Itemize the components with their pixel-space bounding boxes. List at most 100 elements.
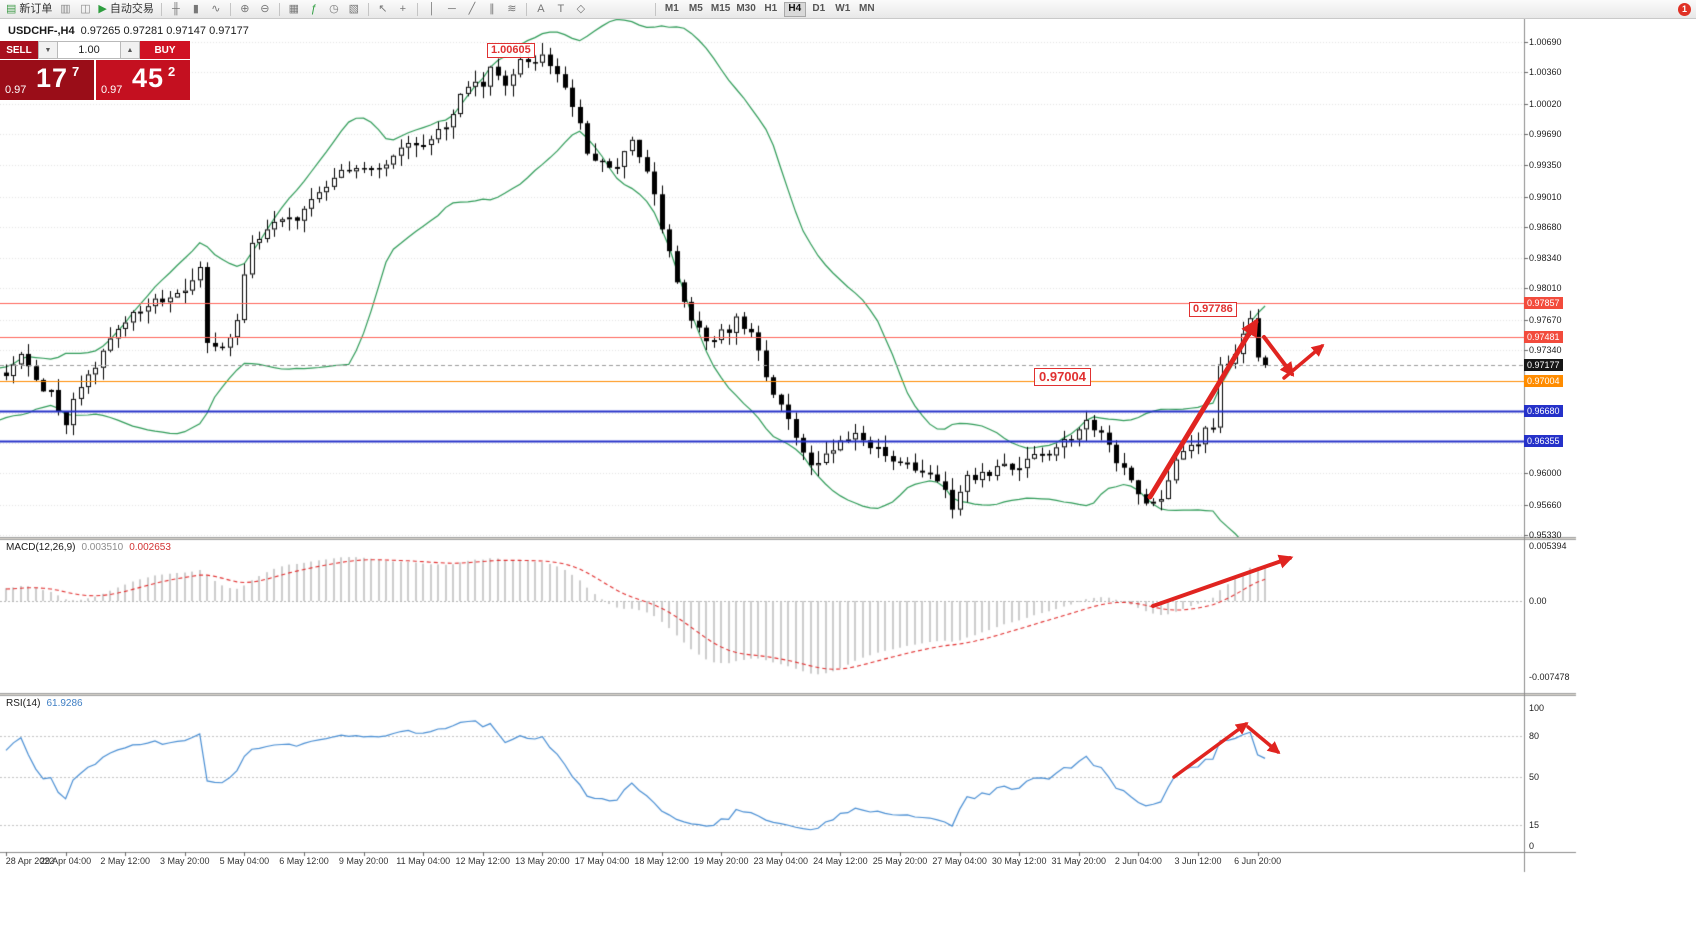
indicators-button[interactable]: ƒ — [305, 1, 323, 17]
rsi-indicator-label: RSI(14) 61.9286 — [6, 698, 83, 709]
new-order-icon: ▤ — [6, 2, 17, 15]
channel-button[interactable]: ∥ — [483, 1, 501, 17]
label-button[interactable]: T — [552, 1, 570, 17]
sell-button[interactable]: SELL — [0, 41, 38, 59]
timeframe-m1-button[interactable]: M1 — [661, 2, 683, 17]
macd-axis-label: -0.007478 — [1529, 672, 1570, 683]
support-price-label[interactable]: 0.97004 — [1034, 368, 1091, 386]
auto-trading-button[interactable]: ▶ 自动交易 — [96, 1, 155, 17]
caret-down-icon: ▼ — [44, 46, 52, 54]
buy-price-display[interactable]: 0.97 45 2 — [96, 60, 190, 100]
crosshair-icon: + — [399, 2, 407, 15]
text-button[interactable]: A — [532, 1, 550, 17]
rsi-value: 61.9286 — [46, 698, 83, 709]
market-watch-button[interactable]: ▥ — [56, 1, 74, 17]
macd-name: MACD(12,26,9) — [6, 542, 76, 553]
cursor-button[interactable]: ↖ — [374, 1, 392, 17]
time-axis-label: 24 May 12:00 — [813, 856, 868, 866]
market-watch-icon: ▥ — [60, 2, 71, 15]
candlestick-chart-button[interactable]: ▮ — [187, 1, 205, 17]
trend-arrow-pullback[interactable] — [1262, 335, 1295, 377]
trade-controls-row: SELL ▼ ▲ BUY — [0, 41, 190, 59]
trend-arrow-up-main[interactable] — [1147, 318, 1259, 500]
timeframe-w1-button[interactable]: W1 — [832, 2, 854, 17]
price-axis-label: 0.98010 — [1529, 283, 1562, 294]
label-icon: T — [557, 2, 565, 15]
periods-button[interactable]: ◷ — [325, 1, 343, 17]
trade-prices-row: 0.97 17 7 0.97 45 2 — [0, 60, 190, 100]
price-axis-label: 0.95330 — [1529, 529, 1562, 540]
notification-badge[interactable]: 1 — [1678, 3, 1691, 16]
volume-input[interactable] — [58, 41, 120, 59]
cursor-icon: ↖ — [378, 2, 388, 15]
rsi-name: RSI(14) — [6, 698, 41, 709]
time-axis-label: 2 Jun 04:00 — [1114, 856, 1162, 866]
price-axis-label: 0.97340 — [1529, 345, 1562, 356]
line-chart-icon: ∿ — [211, 2, 221, 15]
toolbar-separator — [416, 2, 418, 16]
tile-windows-button[interactable]: ▦ — [285, 1, 303, 17]
bar-chart-button[interactable]: ╫ — [167, 1, 185, 17]
fibonacci-icon: ≋ — [507, 2, 517, 15]
macd-arrow-up[interactable] — [1151, 554, 1294, 608]
vertical-line-icon: │ — [428, 2, 436, 15]
resistance-price-label[interactable]: 0.97786 — [1189, 302, 1237, 317]
time-axis-label: 29 Apr 04:00 — [40, 856, 92, 866]
toolbar-separator — [367, 2, 369, 16]
time-axis-label: 25 May 20:00 — [872, 856, 928, 866]
one-click-trading-panel: SELL ▼ ▲ BUY 0.97 17 7 0.97 45 2 — [0, 41, 190, 100]
volume-down-button[interactable]: ▼ — [38, 41, 58, 59]
timeframe-h4-button[interactable]: H4 — [783, 1, 806, 17]
zoom-in-button[interactable]: ⊕ — [236, 1, 254, 17]
line-chart-button[interactable]: ∿ — [207, 1, 225, 17]
symbol-period-label: USDCHF-,H4 — [8, 25, 75, 37]
time-axis-label: 17 May 04:00 — [574, 856, 630, 866]
fibonacci-button[interactable]: ≋ — [503, 1, 521, 17]
sell-price-display[interactable]: 0.97 17 7 — [0, 60, 94, 100]
periods-icon: ◷ — [329, 2, 339, 15]
new-order-label: 新订单 — [19, 2, 53, 15]
volume-up-button[interactable]: ▲ — [120, 41, 140, 59]
templates-icon: ▧ — [348, 2, 360, 15]
quote-ohlc: 0.97265 0.97281 0.97147 0.97177 — [80, 25, 249, 37]
chart-quote-line: USDCHF-,H4 0.97265 0.97281 0.97147 0.9717… — [8, 25, 249, 37]
timeframe-m5-button[interactable]: M5 — [685, 2, 707, 17]
horizontal-line-button[interactable]: ─ — [443, 1, 461, 17]
price-axis-label: 1.00020 — [1529, 98, 1562, 109]
time-axis-label: 5 May 04:00 — [219, 856, 270, 866]
vertical-line-button[interactable]: │ — [423, 1, 441, 17]
zoom-out-button[interactable]: ⊖ — [256, 1, 274, 17]
swing-high-label[interactable]: 1.00605 — [487, 43, 535, 58]
timeframe-h1-button[interactable]: H1 — [760, 2, 782, 17]
timeframe-m30-button[interactable]: M30 — [734, 2, 757, 17]
new-order-button[interactable]: ▤ 新订单 — [4, 1, 54, 17]
time-axis-label: 6 May 12:00 — [279, 856, 329, 866]
sell-price-big: 17 — [36, 63, 69, 93]
toolbar-separator — [278, 2, 280, 16]
rsi-arrow-down[interactable] — [1246, 725, 1281, 755]
trend-arrow-continuation[interactable] — [1282, 343, 1325, 380]
timeframe-m15-button[interactable]: M15 — [709, 2, 732, 17]
time-axis-label: 11 May 04:00 — [396, 856, 451, 866]
rsi-arrow-up[interactable] — [1172, 722, 1249, 779]
macd-indicator-label: MACD(12,26,9) 0.003510 0.002653 — [6, 542, 171, 553]
timeframe-d1-button[interactable]: D1 — [808, 2, 830, 17]
price-axis-label: 0.99690 — [1529, 128, 1562, 139]
price-axis-label: 0.96000 — [1529, 468, 1562, 479]
time-axis-label: 28 Apr 2022 — [5, 856, 55, 866]
main-toolbar: ▤ 新订单 ▥ ◫ ▶ 自动交易 ╫ ▮ ∿ ⊕ ⊖ ▦ ƒ ◷ ▧ ↖ + │ ─ ╱ ∥ ≋ A T ◇ M1 M5 M15 M30… — [0, 0, 1696, 19]
crosshair-button[interactable]: + — [394, 1, 412, 17]
trendline-button[interactable]: ╱ — [463, 1, 481, 17]
templates-button[interactable]: ▧ — [345, 1, 363, 17]
macd-signal-value: 0.002653 — [129, 542, 171, 553]
data-window-button[interactable]: ◫ — [76, 1, 94, 17]
shapes-button[interactable]: ◇ — [572, 1, 590, 17]
timeframe-mn-button[interactable]: MN — [856, 2, 878, 17]
time-axis-label: 9 May 20:00 — [338, 856, 389, 866]
time-axis-label: 27 May 04:00 — [932, 856, 987, 866]
time-axis-label: 30 May 12:00 — [991, 856, 1047, 866]
buy-button[interactable]: BUY — [140, 41, 190, 59]
